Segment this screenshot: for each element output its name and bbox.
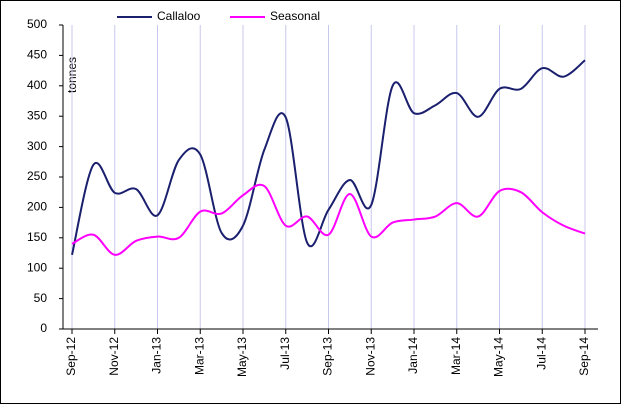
x-tick-label: Jan-14 <box>406 337 420 374</box>
x-tick-label: Jul-13 <box>278 337 292 370</box>
y-tick-label: 400 <box>27 78 47 92</box>
x-tick-label: Sep-12 <box>64 337 78 376</box>
y-tick-label: 50 <box>34 291 48 305</box>
y-tick-label: 300 <box>27 139 47 153</box>
y-tick-label: 500 <box>27 17 47 31</box>
series-line <box>71 59 586 256</box>
y-tick-label: 250 <box>27 169 47 183</box>
y-tick-label: 0 <box>40 321 47 335</box>
x-tick-label: Jul-14 <box>534 337 548 370</box>
x-tick-label: Mar-14 <box>449 337 463 375</box>
x-tick-label: Sep-14 <box>577 337 591 376</box>
y-tick-label: 150 <box>27 230 47 244</box>
legend-label: Callaloo <box>157 9 201 23</box>
x-tick-label: Mar-13 <box>192 337 206 375</box>
x-tick-label: May-14 <box>492 337 506 377</box>
legend-label: Seasonal <box>270 9 320 23</box>
x-tick-label: Nov-13 <box>363 337 377 376</box>
x-tick-label: Nov-12 <box>107 337 121 376</box>
y-tick-label: 100 <box>27 260 47 274</box>
x-tick-label: Sep-13 <box>321 337 335 376</box>
y-tick-label: 200 <box>27 200 47 214</box>
x-tick-label: Jan-13 <box>150 337 164 374</box>
series-line <box>71 183 586 256</box>
y-tick-label: 350 <box>27 108 47 122</box>
y-tick-label: 450 <box>27 48 47 62</box>
x-tick-label: May-13 <box>235 337 249 377</box>
